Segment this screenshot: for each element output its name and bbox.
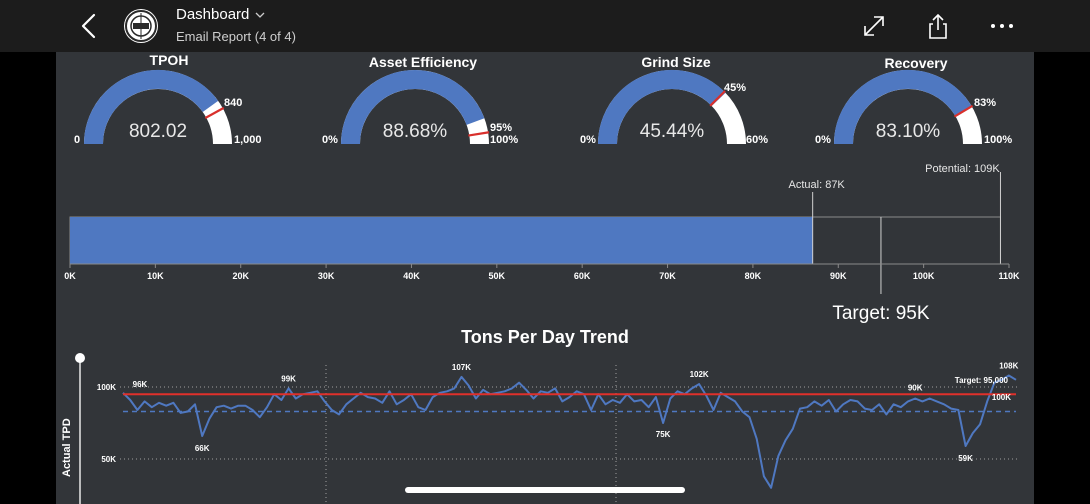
trend-data-label: 66K xyxy=(195,444,210,453)
trend-y-tick: 100K xyxy=(97,383,116,392)
chevron-down-icon xyxy=(255,12,265,18)
trend-slider-handle[interactable] xyxy=(75,353,85,363)
trend-data-label: 75K xyxy=(656,430,671,439)
gauge-max-tpoh: 1,000 xyxy=(234,134,262,146)
gauge-target-tpoh: 840 xyxy=(224,97,243,109)
gauge-value-tpoh: 802.02 xyxy=(128,121,188,142)
bullet-tick-label: 100K xyxy=(913,271,935,281)
trend-y-axis-label: Actual TPD xyxy=(61,418,73,477)
share-button[interactable] xyxy=(924,12,952,40)
bullet-tick-label: 70K xyxy=(659,271,676,281)
bullet-chart[interactable]: Actual: 87K Potential: 109K Target: 95K … xyxy=(56,162,1034,327)
bullet-tick-label: 90K xyxy=(830,271,847,281)
emblem-icon xyxy=(125,10,157,42)
gauge-target-grind-size: 45% xyxy=(724,82,747,94)
gauge-target-marker xyxy=(468,131,490,137)
bullet-target-label: Target: 95K xyxy=(832,303,929,324)
gauge-value-recovery: 83.10% xyxy=(875,121,941,142)
bullet-tick-label: 20K xyxy=(232,271,249,281)
app-header: Dashboard Email Report (4 of 4) xyxy=(0,0,1090,52)
bullet-axis: 0K 10K 20K 30K 40K 50K 60K 70K 80K 90K 100K 110K xyxy=(64,263,1020,281)
gauge-title-grind-size: Grind Size xyxy=(641,54,711,70)
bullet-tick-label: 40K xyxy=(403,271,420,281)
gauge-target-marker xyxy=(953,104,974,118)
expand-icon xyxy=(864,16,884,36)
gauge-recovery[interactable] xyxy=(834,70,982,145)
bullet-potential-label: Potential: 109K xyxy=(925,163,1000,175)
trend-series: Target: 95,000 100K 96K 66K 99K 107K 75K 102K 90… xyxy=(122,361,1019,489)
gauge-min-asset-efficiency: 0% xyxy=(322,134,338,146)
dashboard-dropdown[interactable]: Dashboard xyxy=(176,6,296,23)
bullet-tick-label: 10K xyxy=(147,271,164,281)
gauge-value-arc xyxy=(341,70,485,145)
gauge-title-recovery: Recovery xyxy=(884,55,948,71)
trend-data-label: 102K xyxy=(690,370,709,379)
trend-chart[interactable]: Actual TPD 100K 50K Target: 95,000 100K 96K… xyxy=(56,347,1034,504)
bullet-tick-label: 50K xyxy=(489,271,506,281)
trend-data-label: 108K xyxy=(999,361,1018,370)
bullet-tick-label: 60K xyxy=(574,271,591,281)
trend-data-label: 96K xyxy=(133,380,148,389)
gauge-target-marker xyxy=(204,106,225,119)
gauge-title-asset-efficiency: Asset Efficiency xyxy=(368,54,478,70)
workspace-logo xyxy=(124,9,158,43)
gauge-max-recovery: 100% xyxy=(984,134,1013,146)
gauge-min-grind-size: 0% xyxy=(580,134,596,146)
gauge-value-arc xyxy=(834,70,972,145)
report-subtitle: Email Report (4 of 4) xyxy=(176,29,296,44)
bullet-tick-label: 30K xyxy=(318,271,335,281)
gauge-value-arc xyxy=(598,70,726,145)
gauge-value-arc xyxy=(84,70,219,145)
trend-data-label: 90K xyxy=(908,384,923,393)
trend-data-label: 99K xyxy=(281,374,296,383)
trend-data-label: 107K xyxy=(452,363,471,372)
trend-target-label: Target: 95,000 xyxy=(955,376,1009,385)
home-indicator[interactable] xyxy=(405,487,685,493)
chevron-left-icon xyxy=(81,13,96,39)
bullet-actual-label: Actual: 87K xyxy=(789,179,846,191)
trend-title: Tons Per Day Trend xyxy=(461,327,629,347)
gauge-max-grind-size: 60% xyxy=(746,134,769,146)
gauge-value-grind-size: 45.44% xyxy=(639,121,705,142)
gauge-tpoh[interactable] xyxy=(84,70,232,145)
back-button[interactable] xyxy=(74,8,104,44)
gauge-target-asset-efficiency: 95% xyxy=(490,122,513,134)
gauge-target-recovery: 83% xyxy=(974,97,997,109)
report-title-group: Dashboard Email Report (4 of 4) xyxy=(176,6,296,44)
share-icon xyxy=(929,13,947,39)
expand-button[interactable] xyxy=(860,12,888,40)
gauge-asset-efficiency[interactable] xyxy=(341,70,490,145)
trend-gridlines: 100K 50K xyxy=(97,365,1018,504)
bullet-tick-label: 110K xyxy=(998,271,1020,281)
trend-series-line[interactable] xyxy=(122,374,1017,489)
gauges-area xyxy=(84,70,982,145)
trend-y-tick: 50K xyxy=(101,455,116,464)
trend-data-label: 59K xyxy=(958,454,973,463)
dashboard-title: Dashboard xyxy=(176,6,250,23)
bullet-actual-bar[interactable] xyxy=(70,217,813,264)
gauge-value-asset-efficiency: 88.68% xyxy=(382,121,448,142)
gauge-title-tpoh: TPOH xyxy=(149,52,189,68)
more-options-button[interactable] xyxy=(988,12,1016,40)
gauge-min-recovery: 0% xyxy=(815,134,831,146)
gauge-target-marker xyxy=(709,90,726,107)
gauge-min-tpoh: 0 xyxy=(74,134,81,146)
gauge-max-asset-efficiency: 100% xyxy=(490,134,519,146)
ellipsis-icon xyxy=(991,24,1013,28)
bullet-tick-label: 80K xyxy=(745,271,762,281)
trend-reference-label: 100K xyxy=(992,393,1011,402)
bullet-tick-label: 0K xyxy=(64,271,76,281)
gauge-grind-size[interactable] xyxy=(598,70,746,145)
report-canvas: TPOH 802.02 0 1,000 840 Asset Efficiency… xyxy=(56,52,1034,504)
